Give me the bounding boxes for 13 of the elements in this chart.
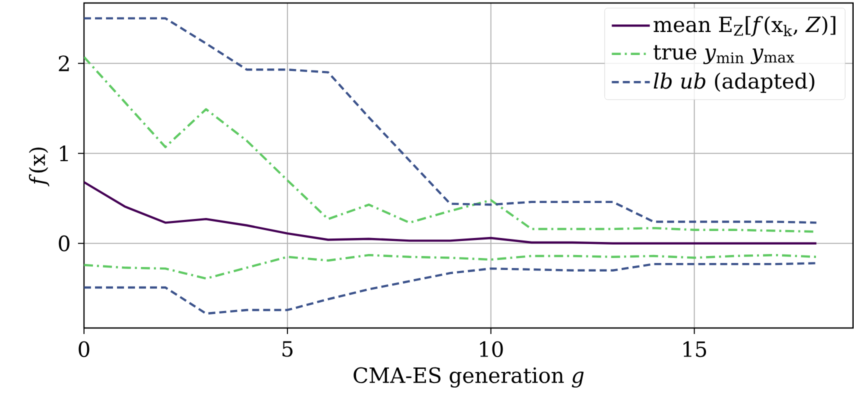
x-tick-label: 5 (282, 341, 292, 357)
text: mean E$_{Z}$[f(x$_{k}$, Z)] (654, 16, 836, 36)
x-axis-title: CMA-ES generation g (354, 367, 584, 388)
legend-label: lb ub (adapted) (654, 72, 814, 93)
x-tick-label: 10 (480, 341, 503, 358)
y-tick-label: 1 (60, 146, 68, 162)
x-tick-label: 15 (684, 341, 706, 358)
y-axis-title: f(x) (28, 148, 50, 186)
y-tick-label: 2 (58, 56, 69, 72)
x-tick-label: 0 (78, 341, 90, 358)
legend-label: true y$_{min}$ y$_{max}$ (654, 45, 794, 64)
y-tick-label: 0 (58, 235, 70, 252)
line-series (84, 254, 818, 280)
